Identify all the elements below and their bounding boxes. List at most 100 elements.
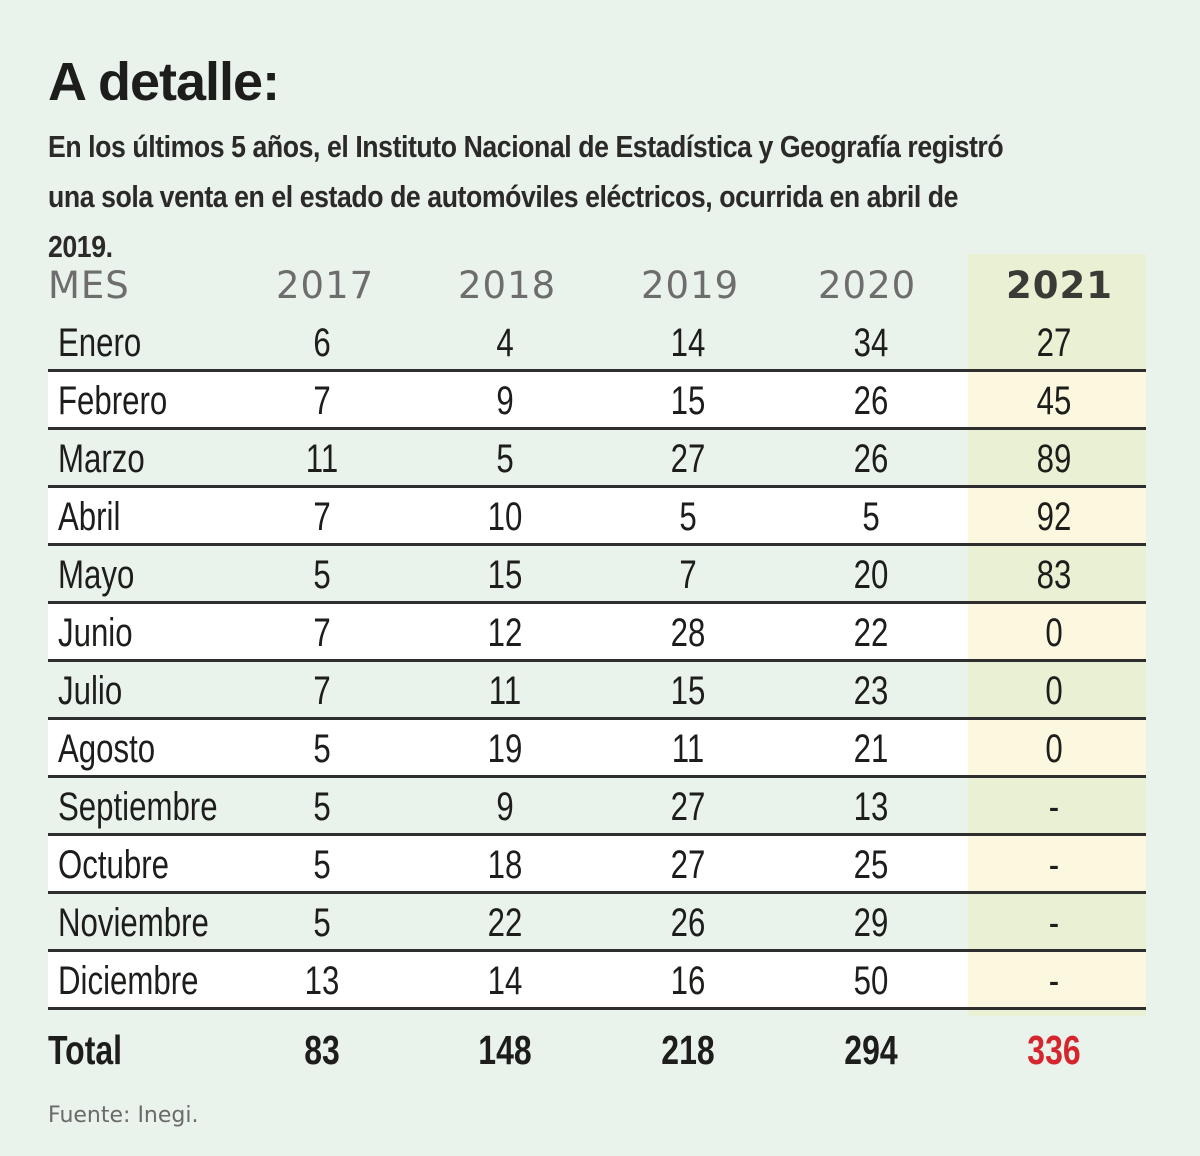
month-label: Marzo xyxy=(58,437,145,481)
highlight-cell-bg xyxy=(968,836,1146,891)
subtitle: En los últimos 5 años, el Instituto Naci… xyxy=(48,122,1011,272)
value-cell-2018: 9 xyxy=(496,785,514,829)
table-row: Julio 7 11 15 23 0 xyxy=(48,662,1146,720)
total-value-2020: 294 xyxy=(844,1027,898,1073)
value-cell-2020: 26 xyxy=(853,437,889,481)
value-cell-2021: - xyxy=(1048,785,1060,829)
value-cell-2018: 10 xyxy=(487,495,523,539)
value-cell-2018: 14 xyxy=(487,959,523,1003)
highlight-cell-bg xyxy=(968,952,1146,1007)
highlight-cell-bg xyxy=(968,604,1146,659)
highlight-cell-bg xyxy=(968,488,1146,543)
value-cell-2020: 26 xyxy=(853,379,889,423)
value-cell-2019: 15 xyxy=(670,669,706,713)
value-cell-2018: 18 xyxy=(487,843,523,887)
value-cell-2018: 22 xyxy=(487,901,523,945)
page-title: A detalle: xyxy=(48,52,280,112)
total-value-2017: 83 xyxy=(304,1027,340,1073)
value-cell-2020: 20 xyxy=(853,553,889,597)
value-cell-2021: - xyxy=(1048,901,1060,945)
value-cell-2017: 5 xyxy=(313,843,331,887)
table-row: Junio 7 12 28 22 0 xyxy=(48,604,1146,662)
header-2018: 2018 xyxy=(458,264,557,307)
header-2021: 2021 xyxy=(1006,264,1113,307)
subtitle-line-1: En los últimos 5 años, el Instituto Naci… xyxy=(48,129,1004,164)
total-label: Total xyxy=(48,1027,123,1073)
total-value-2019: 218 xyxy=(661,1027,715,1073)
value-cell-2020: 23 xyxy=(853,669,889,713)
table-row: Febrero 7 9 15 26 45 xyxy=(48,372,1146,430)
month-label: Enero xyxy=(58,321,142,365)
value-cell-2019: 5 xyxy=(679,495,697,539)
value-cell-2018: 9 xyxy=(496,379,514,423)
month-label: Febrero xyxy=(58,379,168,423)
header-mes: MES xyxy=(48,264,130,307)
value-cell-2019: 27 xyxy=(670,843,706,887)
month-label: Octubre xyxy=(58,843,169,887)
table-header: MES 2017 2018 2019 2020 2021 xyxy=(48,254,1146,318)
month-label: Agosto xyxy=(58,727,156,771)
highlight-cell-bg xyxy=(968,372,1146,427)
value-cell-2017: 6 xyxy=(313,321,331,365)
value-cell-2017: 5 xyxy=(313,901,331,945)
value-cell-2018: 19 xyxy=(487,727,523,771)
value-cell-2020: 50 xyxy=(853,959,889,1003)
value-cell-2021: 89 xyxy=(1036,437,1072,481)
value-cell-2020: 29 xyxy=(853,901,889,945)
value-cell-2019: 27 xyxy=(670,785,706,829)
table-row: Marzo 11 5 27 26 89 xyxy=(48,430,1146,488)
month-label: Noviembre xyxy=(58,901,209,945)
header-2017: 2017 xyxy=(276,264,375,307)
value-cell-2017: 7 xyxy=(313,611,331,655)
value-cell-2021: 0 xyxy=(1045,669,1063,713)
value-cell-2020: 13 xyxy=(853,785,889,829)
value-cell-2021: 45 xyxy=(1036,379,1072,423)
value-cell-2019: 11 xyxy=(671,727,705,771)
subtitle-line-2: una sola venta en el estado de automóvil… xyxy=(48,179,959,264)
value-cell-2017: 7 xyxy=(313,379,331,423)
value-cell-2019: 7 xyxy=(679,553,697,597)
value-cell-2021: 0 xyxy=(1045,611,1063,655)
value-cell-2020: 34 xyxy=(853,321,889,365)
value-cell-2018: 12 xyxy=(487,611,523,655)
value-cell-2017: 5 xyxy=(313,785,331,829)
month-label: Septiembre xyxy=(58,785,218,829)
value-cell-2018: 15 xyxy=(487,553,523,597)
month-label: Junio xyxy=(58,611,133,655)
value-cell-2021: - xyxy=(1048,959,1060,1003)
value-cell-2020: 22 xyxy=(853,611,889,655)
value-cell-2019: 26 xyxy=(670,901,706,945)
source-note: Fuente: Inegi. xyxy=(48,1103,199,1128)
value-cell-2021: 27 xyxy=(1036,321,1072,365)
highlight-cell-bg xyxy=(968,720,1146,775)
value-cell-2020: 21 xyxy=(853,727,889,771)
value-cell-2019: 16 xyxy=(670,959,706,1003)
total-value-2021: 336 xyxy=(1027,1027,1081,1073)
month-label: Abril xyxy=(58,495,121,539)
month-label: Julio xyxy=(58,669,123,713)
table-row: Octubre 5 18 27 25 - xyxy=(48,836,1146,894)
table-row: Agosto 5 19 11 21 0 xyxy=(48,720,1146,778)
value-cell-2019: 28 xyxy=(670,611,706,655)
value-cell-2017: 5 xyxy=(313,553,331,597)
month-label: Diciembre xyxy=(58,959,199,1003)
value-cell-2021: 83 xyxy=(1036,553,1072,597)
value-cell-2017: 7 xyxy=(313,495,331,539)
value-cell-2018: 5 xyxy=(496,437,514,481)
value-cell-2017: 13 xyxy=(304,959,340,1003)
table-row: Diciembre 13 14 16 50 - xyxy=(48,952,1146,1010)
value-cell-2018: 11 xyxy=(488,669,522,713)
value-cell-2020: 25 xyxy=(853,843,889,887)
value-cell-2017: 5 xyxy=(313,727,331,771)
table-row: Abril 7 10 5 5 92 xyxy=(48,488,1146,546)
month-label: Mayo xyxy=(58,553,135,597)
value-cell-2021: - xyxy=(1048,843,1060,887)
value-cell-2019: 27 xyxy=(670,437,706,481)
table-row: Noviembre 5 22 26 29 - xyxy=(48,894,1146,952)
table-row: Septiembre 5 9 27 13 - xyxy=(48,778,1146,836)
value-cell-2020: 5 xyxy=(862,495,880,539)
value-cell-2021: 0 xyxy=(1045,727,1063,771)
header-2019: 2019 xyxy=(641,264,740,307)
table-row: Mayo 5 15 7 20 83 xyxy=(48,546,1146,604)
